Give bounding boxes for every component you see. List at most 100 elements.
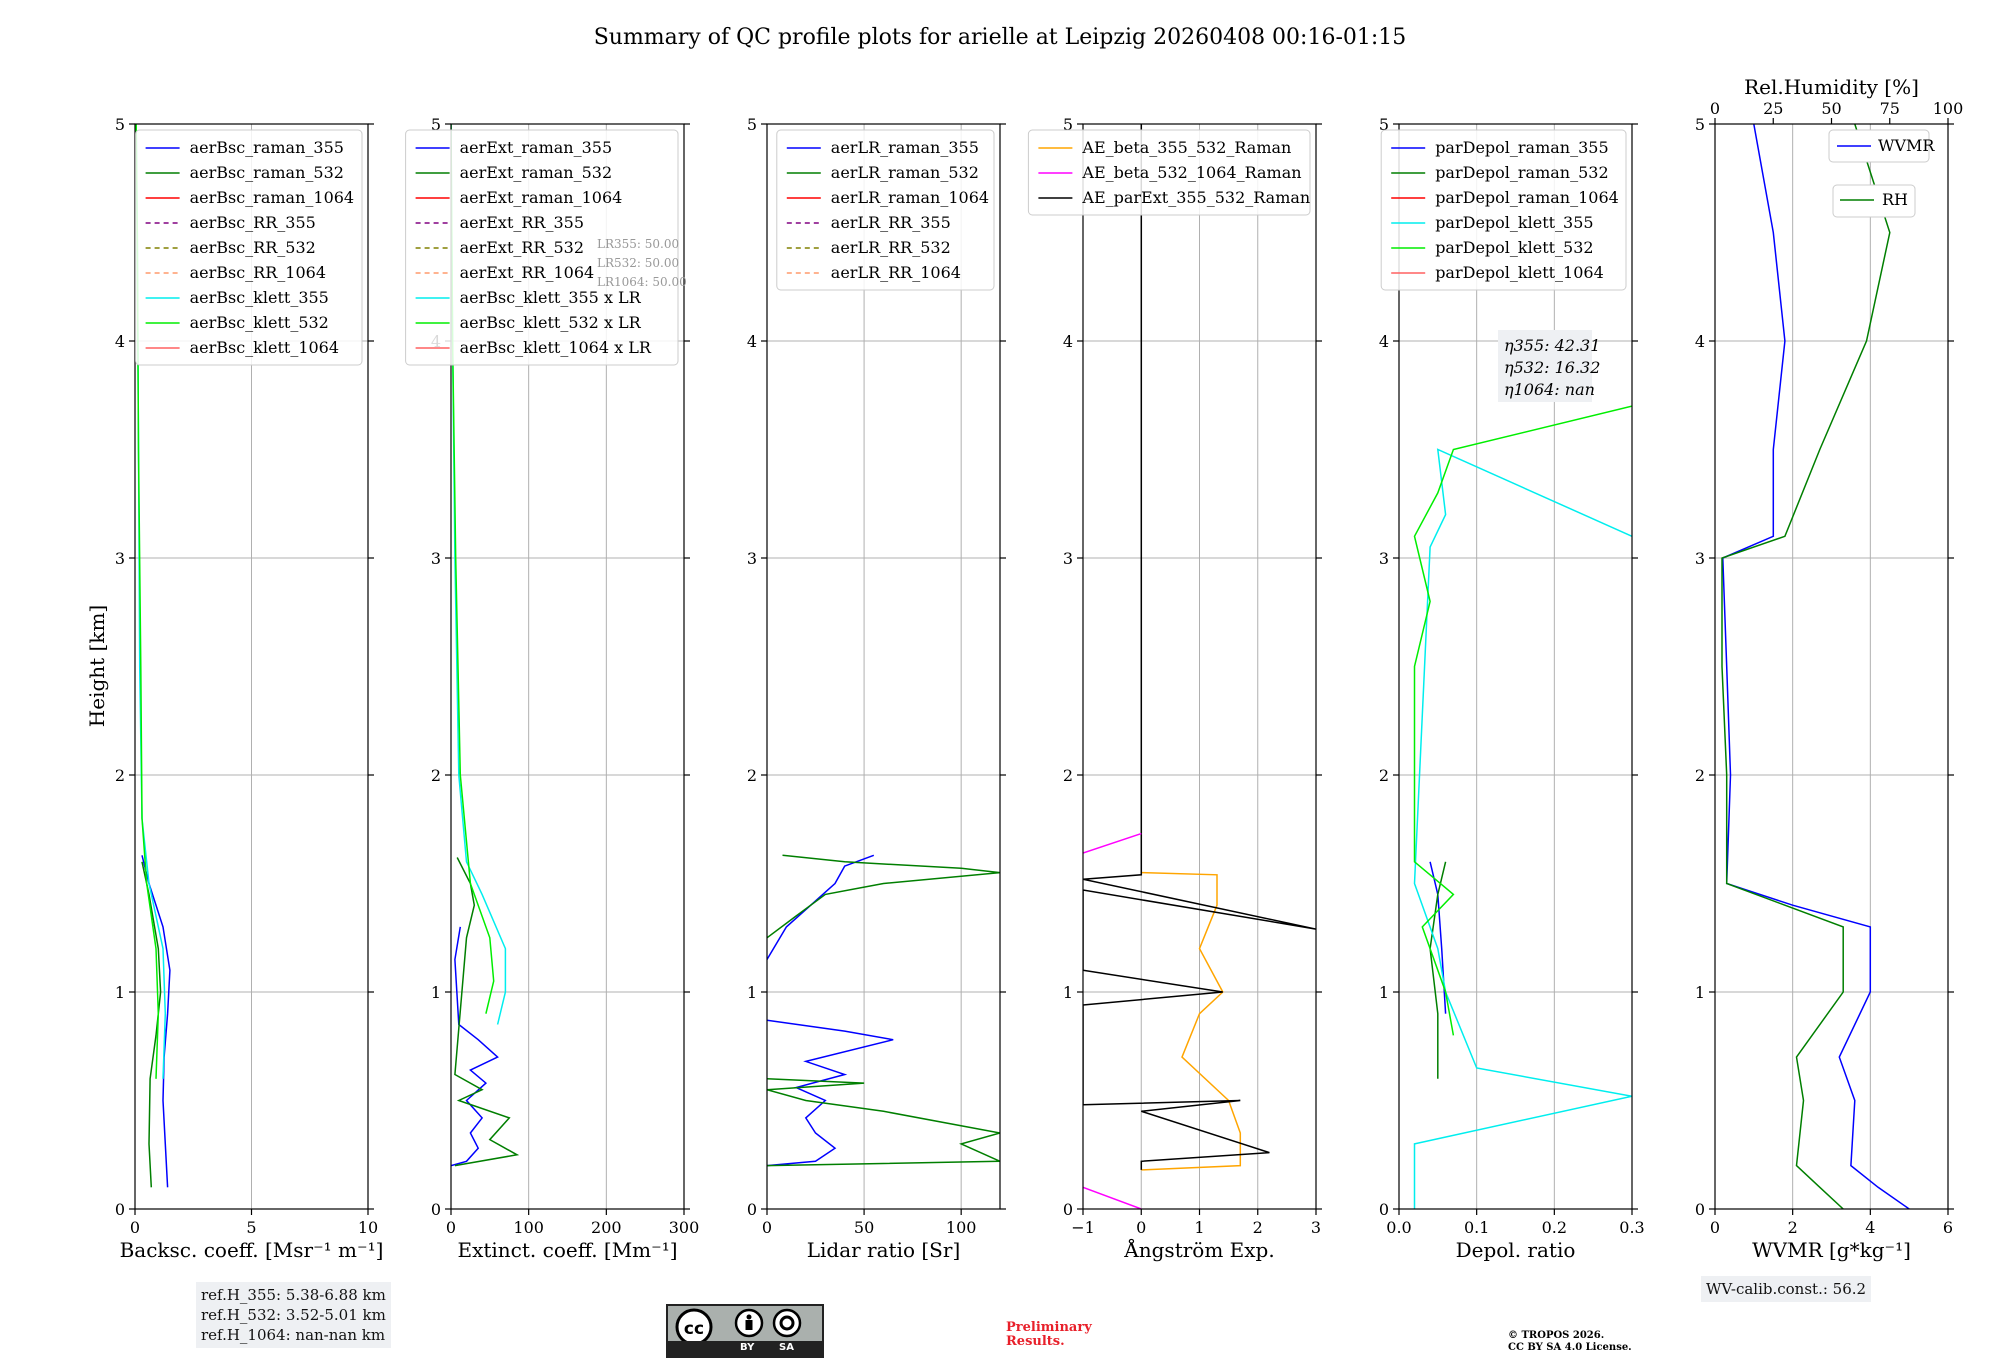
- tick-label-top-0: 0: [1710, 99, 1720, 118]
- wv-calib-box: WV-calib.const.: 56.2: [1701, 1276, 1872, 1302]
- legend: AE_beta_355_532_Raman AE_beta_532_1064_Ra…: [1027, 129, 1311, 216]
- series-extra-1: [767, 854, 1000, 939]
- legend-box: [1380, 129, 1627, 291]
- tick-label-y-5: 5: [115, 115, 125, 134]
- x-axis-label: WVMR [g*kg⁻¹]: [1752, 1238, 1911, 1262]
- series-parDepol_klett_532: [1413, 405, 1632, 1036]
- legend-label-5: aerLR_RR_1064: [831, 263, 961, 282]
- tick-label-y-4: 4: [1379, 332, 1389, 351]
- legend-label-1: parDepol_raman_532: [1435, 163, 1608, 182]
- tick-label-y-1: 1: [747, 983, 757, 1002]
- results-line: Results.: [1006, 1334, 1065, 1349]
- legend-box: [1027, 129, 1311, 216]
- tick-label-y-3: 3: [115, 549, 125, 568]
- tick-label-x-3: 0.3: [1619, 1218, 1644, 1237]
- tick-label-top-1: 25: [1763, 99, 1783, 118]
- series-extra-0: [1083, 832, 1142, 854]
- legend-label-3: aerBsc_RR_355: [190, 213, 316, 232]
- tick-label-x-1: 100: [513, 1218, 544, 1237]
- legend-label-wvmr: WVMR: [1878, 136, 1935, 155]
- tick-label-y-2: 2: [1379, 766, 1389, 785]
- copyright-note: © TROPOS 2026. CC BY SA 4.0 License.: [1508, 1330, 1632, 1354]
- axes-frame: [1082, 123, 1317, 1210]
- tick-label-y-5: 5: [1379, 115, 1389, 134]
- legend-label-0: aerLR_raman_355: [831, 138, 979, 157]
- legend-label-3: aerLR_RR_355: [831, 213, 951, 232]
- ref-height-1064: ref.H_1064: nan-nan km: [201, 1326, 386, 1344]
- x-axis-label: Lidar ratio [Sr]: [807, 1238, 961, 1262]
- lr-note-line-2: LR1064: 50.00: [597, 275, 687, 289]
- legend-wvmr: WVMR: [1828, 129, 1935, 163]
- cc-license-badge: cc BY SA: [666, 1304, 824, 1358]
- y-axis-label: Height [km]: [85, 605, 109, 727]
- ref-height-532: ref.H_532: 3.52-5.01 km: [201, 1306, 386, 1324]
- tick-label-y-5: 5: [431, 115, 441, 134]
- tick-label-y-2: 2: [115, 766, 125, 785]
- tick-label-y-1: 1: [115, 983, 125, 1002]
- preliminary-note: Preliminary Results.: [1006, 1321, 1092, 1349]
- tick-label-x-2: 200: [591, 1218, 622, 1237]
- tick-label-x-1: 5: [246, 1218, 256, 1237]
- tick-label-y-3: 3: [747, 549, 757, 568]
- legend-label-1: AE_beta_532_1064_Raman: [1081, 163, 1301, 182]
- legend-label-6: aerBsc_klett_355: [190, 288, 329, 307]
- tick-label-x-0: 0: [762, 1218, 772, 1237]
- series-RH: [1721, 124, 1891, 1209]
- tick-label-y-4: 4: [115, 332, 125, 351]
- tick-label-x-1: 2: [1788, 1218, 1798, 1237]
- tick-label-top-3: 75: [1880, 99, 1900, 118]
- panel-6: 0 2 4 6 0 1 2 3 4 5 WVMR [g*kg⁻¹] 0 25 50 75 100 Rel.Hum…: [1695, 75, 1963, 1262]
- x-axis-label: Backsc. coeff. [Msr⁻¹ m⁻¹]: [120, 1238, 384, 1262]
- tick-label-x-3: 2: [1253, 1218, 1263, 1237]
- preliminary-line: Preliminary: [1006, 1320, 1092, 1335]
- legend-label-3: parDepol_klett_355: [1435, 213, 1593, 232]
- lr-note-line-0: LR355: 50.00: [597, 237, 679, 251]
- series-aerLR_raman_355: [767, 1019, 894, 1167]
- eta-line-1: η532: 16.32: [1504, 358, 1600, 377]
- lr-note: LR355: 50.00 LR532: 50.00 LR1064: 50.00: [597, 237, 687, 289]
- sa-share-icon: [772, 1308, 802, 1338]
- tick-label-y-1: 1: [431, 983, 441, 1002]
- series-aerLR_raman_532: [767, 1078, 1000, 1167]
- cc-logo-icon: [675, 1308, 713, 1344]
- eta-note: η355: 42.31 η532: 16.32 η1064: nan: [1498, 330, 1600, 402]
- axes-frame: [1398, 123, 1633, 1210]
- axes-frame: [1714, 123, 1949, 1210]
- eta-line-2: η1064: nan: [1504, 380, 1595, 399]
- ref-height-355: ref.H_355: 5.38-6.88 km: [201, 1286, 386, 1304]
- tick-label-x-2: 1: [1194, 1218, 1204, 1237]
- sa-label: SA: [779, 1342, 794, 1353]
- tick-label-y-0: 0: [431, 1200, 441, 1219]
- tick-label-y-1: 1: [1379, 983, 1389, 1002]
- cc-logo-text: cc: [684, 1319, 704, 1339]
- tick-label-x-0: 0: [130, 1218, 140, 1237]
- legend-label-5: aerBsc_RR_1064: [190, 263, 326, 282]
- tick-label-x-0: 0.0: [1386, 1218, 1411, 1237]
- tick-label-x-2: 100: [946, 1218, 977, 1237]
- series-AE_parExt_355_532_Raman: [1083, 124, 1316, 1170]
- legend: aerExt_raman_355 aerExt_raman_532 aerExt_r…: [405, 129, 679, 366]
- tick-label-x-2: 10: [358, 1218, 378, 1237]
- ref-heights-box: ref.H_355: 5.38-6.88 km ref.H_532: 3.52-…: [196, 1282, 391, 1348]
- legend-label-5: aerExt_RR_1064: [460, 263, 595, 282]
- tick-label-x-4: 3: [1311, 1218, 1321, 1237]
- legend-label-4: aerBsc_RR_532: [190, 238, 316, 257]
- series-group: [1413, 405, 1632, 1209]
- legend-box: [1828, 129, 1930, 163]
- legend-label-2: parDepol_raman_1064: [1435, 188, 1619, 207]
- tick-label-y-5: 5: [747, 115, 757, 134]
- tick-label-y-5: 5: [1063, 115, 1073, 134]
- top-axis: 0 25 50 75 100 Rel.Humidity [%]: [1710, 75, 1963, 124]
- legend-label-2: aerBsc_raman_1064: [190, 188, 355, 207]
- tick-label-y-0: 0: [1379, 1200, 1389, 1219]
- legend-box: [405, 129, 679, 366]
- legend-rh: RH: [1832, 184, 1916, 218]
- eta-line-0: η355: 42.31: [1504, 336, 1600, 355]
- tick-label-y-3: 3: [1379, 549, 1389, 568]
- tick-label-y-3: 3: [431, 549, 441, 568]
- tick-label-x-2: 0.2: [1542, 1218, 1567, 1237]
- legend-label-2: aerLR_raman_1064: [831, 188, 989, 207]
- license-line: CC BY SA 4.0 License.: [1508, 1342, 1632, 1353]
